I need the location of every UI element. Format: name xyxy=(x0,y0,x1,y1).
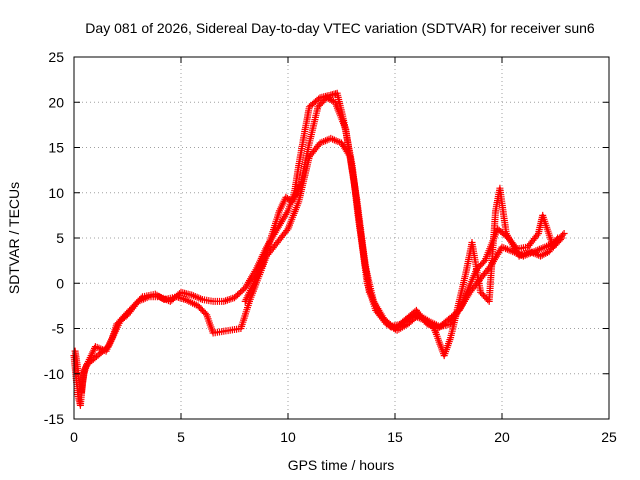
data-point xyxy=(533,231,541,239)
y-axis-label: SDTVAR / TECUs xyxy=(6,182,22,294)
data-point xyxy=(503,245,511,253)
y-tick-label: -10 xyxy=(44,366,64,382)
x-tick-label: 5 xyxy=(177,429,185,445)
x-tick-label: 15 xyxy=(387,429,403,445)
x-tick-label: 25 xyxy=(601,429,617,445)
y-tick-label: 20 xyxy=(48,94,64,110)
data-point xyxy=(322,137,329,145)
y-tick-label: 5 xyxy=(56,230,64,246)
data-point xyxy=(315,95,323,103)
x-axis-label: GPS time / hours xyxy=(288,457,395,473)
y-tick-label: 0 xyxy=(56,275,64,291)
y-tick-label: 15 xyxy=(48,140,64,156)
data-point xyxy=(512,243,520,251)
data-point xyxy=(557,236,564,243)
x-tick-label: 10 xyxy=(280,429,296,445)
y-tick-label: 25 xyxy=(48,49,64,65)
x-tick-label: 0 xyxy=(70,429,78,445)
chart-title: Day 081 of 2026, Sidereal Day-to-day VTE… xyxy=(85,20,595,36)
x-tick-label: 20 xyxy=(494,429,510,445)
data-points xyxy=(70,89,568,409)
data-point xyxy=(559,231,567,239)
data-point xyxy=(560,230,568,237)
data-point xyxy=(522,249,530,257)
axis-ticks: 0 5 10 15 20 25 -15 -10 -5 0 5 10 15 20 25 xyxy=(44,49,617,445)
y-tick-label: 10 xyxy=(48,185,64,201)
data-point xyxy=(558,234,566,242)
y-tick-label: -15 xyxy=(44,411,64,427)
data-point xyxy=(283,227,291,235)
grid-lines xyxy=(74,57,609,419)
y-tick-label: -5 xyxy=(52,321,65,337)
data-point xyxy=(330,136,338,144)
data-point xyxy=(193,293,201,301)
data-point xyxy=(534,246,542,254)
